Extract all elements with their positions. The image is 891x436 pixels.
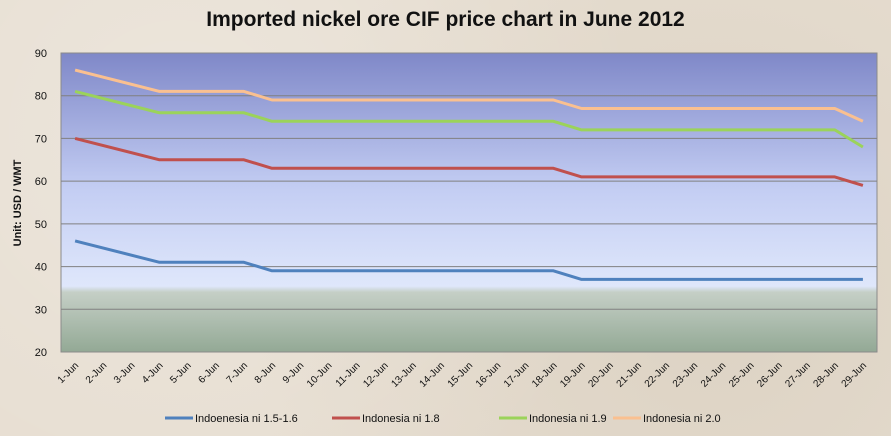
x-tick-label: 5-Jun [168, 360, 193, 385]
y-tick-label: 90 [35, 48, 47, 60]
legend-label: Indoenesia ni 1.5-1.6 [195, 413, 298, 425]
x-tick-label: 20-Jun [586, 360, 615, 389]
y-tick-label: 80 [35, 91, 47, 103]
x-tick-label: 17-Jun [502, 360, 531, 389]
x-tick-label: 18-Jun [530, 360, 559, 389]
x-tick-label: 8-Jun [253, 360, 278, 385]
y-tick-label: 70 [35, 133, 47, 145]
x-tick-label: 12-Jun [361, 360, 390, 389]
x-tick-label: 10-Jun [305, 360, 334, 389]
x-tick-label: 11-Jun [334, 360, 363, 389]
legend-label: Indonesia ni 1.9 [529, 413, 607, 425]
legend-label: Indonesia ni 1.8 [362, 413, 440, 425]
x-tick-label: 15-Jun [446, 360, 475, 389]
plot-area [60, 52, 878, 353]
x-tick-label: 4-Jun [140, 360, 165, 385]
x-tick-label: 2-Jun [84, 360, 109, 385]
x-tick-label: 9-Jun [281, 360, 306, 385]
x-tick-label: 28-Jun [812, 360, 841, 389]
x-tick-label: 22-Jun [643, 360, 672, 389]
series-line-3 [74, 68, 864, 123]
x-tick-label: 23-Jun [671, 360, 700, 389]
x-tick-label: 19-Jun [558, 360, 587, 389]
y-tick-label: 60 [35, 176, 47, 188]
y-tick-label: 30 [35, 304, 47, 316]
x-tick-label: 25-Jun [727, 360, 756, 389]
y-axis-label: Unit: USD / WMT [12, 159, 24, 246]
x-tick-label: 21-Jun [615, 360, 644, 389]
y-tick-label: 20 [35, 347, 47, 359]
x-tick-label: 14-Jun [418, 360, 447, 389]
x-tick-label: 16-Jun [474, 360, 503, 389]
x-tick-label: 27-Jun [783, 360, 812, 389]
x-tick-label: 13-Jun [389, 360, 418, 389]
series-line-2 [74, 89, 864, 149]
legend-label: Indonesia ni 2.0 [643, 413, 721, 425]
x-tick-label: 29-Jun [840, 360, 869, 389]
y-tick-label: 40 [35, 262, 47, 274]
x-tick-label: 24-Jun [699, 360, 728, 389]
x-tick-label: 3-Jun [112, 360, 137, 385]
y-tick-label: 50 [35, 219, 47, 231]
x-tick-label: 6-Jun [196, 360, 221, 385]
x-tick-label: 26-Jun [755, 360, 784, 389]
x-tick-label: 7-Jun [225, 360, 250, 385]
series-line-0 [74, 239, 863, 281]
series-line-1 [74, 136, 864, 187]
x-tick-label: 1-Jun [56, 360, 81, 385]
chart-title: Imported nickel ore CIF price chart in J… [206, 8, 685, 31]
